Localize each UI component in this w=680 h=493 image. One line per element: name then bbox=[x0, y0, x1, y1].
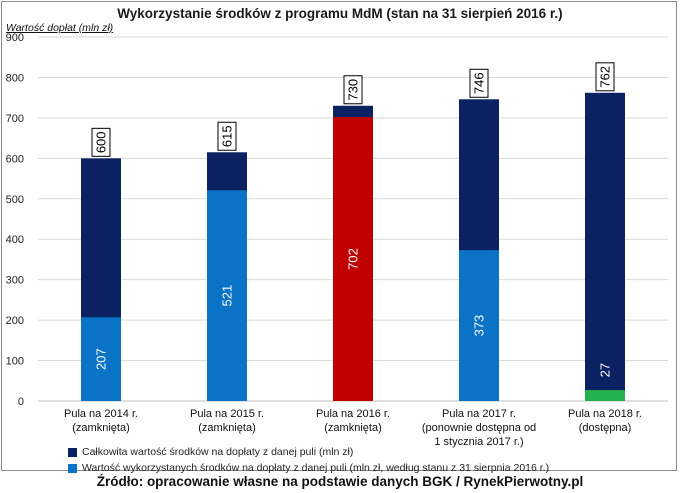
bar-used bbox=[585, 390, 625, 401]
bar-total bbox=[585, 92, 625, 402]
total-label-text: 615 bbox=[220, 125, 235, 147]
y-tick-label: 500 bbox=[6, 194, 24, 206]
total-label-box bbox=[469, 68, 489, 98]
legend-entry-used: Wartość wykorzystanych środków na dopłat… bbox=[68, 460, 549, 476]
total-value-label: 762 bbox=[595, 62, 615, 92]
total-label-box bbox=[343, 75, 363, 105]
category-label: 1 stycznia 2017 r.) bbox=[434, 436, 523, 448]
category-label: (dostępna) bbox=[579, 422, 632, 434]
total-label-text: 746 bbox=[472, 72, 487, 94]
bar-used bbox=[81, 317, 121, 401]
used-value-label: 521 bbox=[220, 285, 235, 307]
category-label: Pula na 2018 r. bbox=[568, 408, 642, 420]
source-note: Źródło: opracowanie własne na podstawie … bbox=[96, 474, 584, 489]
total-value-label: 746 bbox=[469, 68, 489, 98]
y-axis-label: Wartość dopłat (mln zł) bbox=[6, 22, 114, 34]
used-value-label: 207 bbox=[94, 348, 109, 370]
category-label: Pula na 2016 r. bbox=[316, 408, 390, 420]
legend-swatch-total bbox=[68, 447, 77, 457]
y-axis-ticks: 0 100 200 300 400 500 600 700 800 900 bbox=[6, 32, 24, 408]
y-tick-label: 0 bbox=[18, 396, 24, 408]
y-tick-label: 600 bbox=[6, 153, 24, 165]
y-tick-label: 200 bbox=[6, 315, 24, 327]
y-tick-label: 700 bbox=[6, 113, 24, 125]
total-value-label: 730 bbox=[343, 75, 363, 105]
total-label-box bbox=[217, 121, 237, 151]
total-label-text: 762 bbox=[598, 66, 613, 88]
y-tick-label: 100 bbox=[6, 356, 24, 368]
legend-entry-total: Całkowita wartość środków na dopłaty z d… bbox=[68, 444, 549, 460]
total-value-label: 600 bbox=[91, 127, 111, 157]
category-label: (zamknięta) bbox=[72, 422, 129, 434]
total-label-text: 730 bbox=[346, 79, 361, 101]
category-label: (zamknięta) bbox=[198, 422, 255, 434]
category-label: Pula na 2014 r. bbox=[64, 408, 138, 420]
legend-swatch-used bbox=[68, 463, 77, 473]
category-label: Pula na 2015 r. bbox=[190, 408, 264, 420]
x-axis-categories: Pula na 2014 r. (zamknięta) Pula na 2015 r… bbox=[64, 408, 642, 448]
bar-used bbox=[207, 190, 247, 401]
total-label-box bbox=[91, 127, 111, 157]
category-label: (ponownie dostępna od bbox=[422, 422, 536, 434]
used-value-label: 373 bbox=[472, 315, 487, 337]
y-tick-label: 300 bbox=[6, 275, 24, 287]
total-value-label: 615 bbox=[217, 121, 237, 151]
bar-used bbox=[459, 250, 499, 401]
total-label-text: 600 bbox=[94, 131, 109, 153]
total-label-box bbox=[595, 62, 615, 92]
category-label: (zamknięta) bbox=[324, 422, 381, 434]
used-value-label: 702 bbox=[346, 248, 361, 270]
y-tick-label: 900 bbox=[6, 32, 24, 44]
used-value-label: 27 bbox=[598, 363, 613, 377]
legend-label-total: Całkowita wartość środków na dopłaty z d… bbox=[82, 446, 354, 458]
bar-used bbox=[333, 117, 373, 401]
chart-title: Wykorzystanie środków z programu MdM (st… bbox=[117, 6, 563, 21]
y-tick-label: 400 bbox=[6, 234, 24, 246]
legend: Całkowita wartość środków na dopłaty z d… bbox=[68, 444, 549, 476]
legend-label-used: Wartość wykorzystanych środków na dopłat… bbox=[82, 462, 550, 474]
bars: 600 207 615 521 730 702 746 373 762 27 bbox=[81, 62, 625, 402]
y-tick-label: 800 bbox=[6, 72, 24, 84]
category-label: Pula na 2017 r. bbox=[442, 408, 516, 420]
